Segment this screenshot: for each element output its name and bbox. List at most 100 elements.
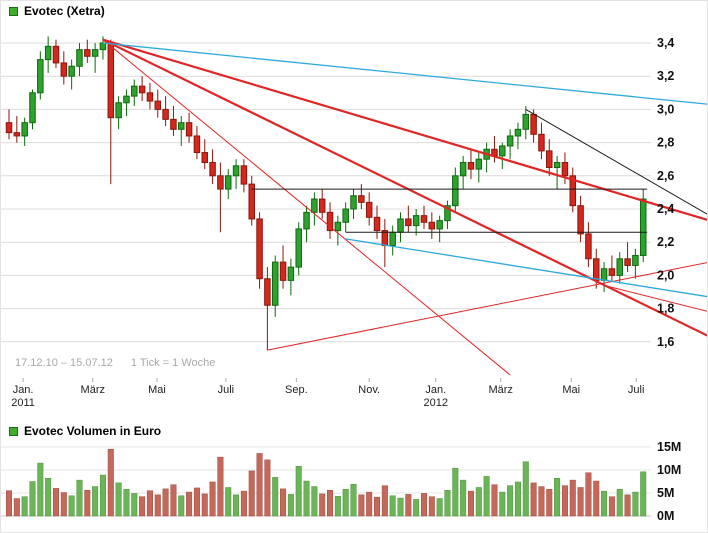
candle-body <box>436 220 443 230</box>
candles <box>5 36 647 351</box>
candle-body <box>342 208 349 223</box>
candle-body <box>44 45 52 61</box>
legend-swatch-icon <box>9 426 18 436</box>
volume-bar <box>295 466 302 517</box>
volume-bar <box>577 487 584 517</box>
candle-body <box>569 175 577 207</box>
candle-body <box>287 266 295 281</box>
candle-body <box>240 165 248 185</box>
candle-body <box>334 221 342 232</box>
candle-body <box>365 201 373 218</box>
candle-body <box>350 195 357 210</box>
volume-bar <box>601 490 608 517</box>
volume-bar <box>21 496 28 517</box>
date-range-text: 17.12.10 – 15.07.12 <box>15 357 113 369</box>
candle-body <box>60 62 68 77</box>
volume-bar <box>334 495 341 517</box>
candle-body <box>295 228 302 268</box>
candle-body <box>412 215 420 227</box>
candle-body <box>99 42 107 51</box>
candle-body <box>311 198 318 213</box>
price-tick-label: 3,2 <box>657 69 674 83</box>
volume-bar <box>491 484 498 517</box>
volume-bar <box>444 489 451 517</box>
volume-bar <box>546 489 553 517</box>
price-tick-label: 2,4 <box>657 202 674 216</box>
price-chart-legend: Evotec (Xetra) <box>9 5 105 17</box>
candle-body <box>405 218 412 227</box>
volume-bar <box>139 496 146 517</box>
price-tick-label: 1,8 <box>657 302 674 316</box>
volume-bar <box>452 467 459 517</box>
price-tick-label: 2,6 <box>657 169 674 183</box>
candle-body <box>154 100 162 110</box>
candle-body <box>397 218 404 233</box>
volume-bar <box>123 489 130 517</box>
candle-body <box>271 261 279 306</box>
volume-bar <box>569 479 576 517</box>
candle-body <box>52 45 60 64</box>
volume-bar <box>60 492 67 517</box>
volume-bar <box>240 490 247 517</box>
price-tick-label: 2,8 <box>657 136 674 150</box>
volume-bar <box>397 497 404 517</box>
candle-body <box>146 92 154 102</box>
volume-bar <box>311 486 318 517</box>
instrument-title: Evotec (Xetra) <box>24 4 105 18</box>
x-tick-label: Juli <box>218 384 235 396</box>
candle-body <box>201 152 208 164</box>
volume-bar <box>84 489 91 517</box>
candle-body <box>624 258 631 266</box>
volume-bar <box>193 487 200 517</box>
volume-bar <box>389 495 396 517</box>
volume-tick-label: 15M <box>657 440 681 454</box>
volume-bar <box>483 476 490 517</box>
candle-body <box>467 162 475 170</box>
candle-body <box>577 205 584 235</box>
candle-body <box>632 254 639 266</box>
volume-bar <box>233 494 240 517</box>
candle-body <box>326 211 334 232</box>
candle-body <box>593 258 600 281</box>
volume-bar <box>640 471 647 517</box>
volume-bar <box>538 486 545 517</box>
legend-swatch-icon <box>9 6 18 16</box>
candle-body <box>639 198 647 256</box>
volume-title: Evotec Volumen in Euro <box>24 424 162 438</box>
volume-bar <box>76 479 83 517</box>
volume-bar <box>428 496 435 517</box>
volume-bar <box>99 474 106 517</box>
candle-body <box>452 175 459 207</box>
trendline-red-fan <box>603 284 707 312</box>
x-year-label: 2011 <box>11 397 35 409</box>
candle-body <box>232 165 240 177</box>
candle-body <box>279 261 287 281</box>
volume-bar <box>272 477 279 517</box>
tick-interval-text: 1 Tick = 1 Woche <box>130 357 216 369</box>
volume-bar <box>6 490 12 517</box>
volume-bar <box>248 470 255 517</box>
volume-bar <box>107 449 114 517</box>
candle-body <box>546 150 553 168</box>
candle-body <box>138 85 146 94</box>
candle-body <box>530 113 537 135</box>
volume-bar <box>561 485 568 517</box>
x-year-label: 2012 <box>423 397 447 409</box>
candle-body <box>561 162 569 177</box>
x-tick-label: Jan. <box>13 384 34 396</box>
candle-body <box>600 268 608 281</box>
candle-body <box>585 233 592 260</box>
volume-bar <box>608 496 615 517</box>
volume-bar <box>264 459 271 517</box>
x-tick-label: Mai <box>148 384 166 396</box>
volume-bar <box>507 485 514 517</box>
gridlines <box>1 42 651 517</box>
candle-body <box>248 183 255 220</box>
x-tick-label: Juli <box>628 384 645 396</box>
volume-bar <box>381 485 388 517</box>
x-tick-label: Sep. <box>285 384 308 396</box>
volume-bar <box>225 487 232 517</box>
volume-bar <box>13 498 20 517</box>
price-tick-label: 1,6 <box>657 335 674 349</box>
volume-bar <box>632 491 639 517</box>
